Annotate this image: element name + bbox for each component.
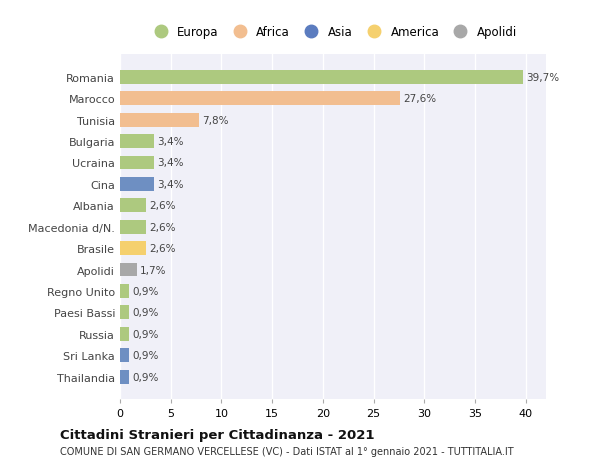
Text: COMUNE DI SAN GERMANO VERCELLESE (VC) - Dati ISTAT al 1° gennaio 2021 - TUTTITAL: COMUNE DI SAN GERMANO VERCELLESE (VC) - … xyxy=(60,447,514,456)
Bar xyxy=(120,306,129,319)
Bar xyxy=(120,156,154,170)
Bar xyxy=(120,135,154,149)
Text: 0,9%: 0,9% xyxy=(132,372,158,382)
Bar xyxy=(120,284,129,298)
Text: 7,8%: 7,8% xyxy=(202,115,229,125)
Bar xyxy=(120,178,154,191)
Text: 3,4%: 3,4% xyxy=(158,137,184,147)
Legend: Europa, Africa, Asia, America, Apolidi: Europa, Africa, Asia, America, Apolidi xyxy=(144,22,522,44)
Text: Cittadini Stranieri per Cittadinanza - 2021: Cittadini Stranieri per Cittadinanza - 2… xyxy=(60,428,374,442)
Bar xyxy=(120,263,137,277)
Text: 39,7%: 39,7% xyxy=(526,73,559,83)
Text: 2,6%: 2,6% xyxy=(149,201,176,211)
Bar xyxy=(120,241,146,256)
Bar xyxy=(120,92,400,106)
Bar xyxy=(120,199,146,213)
Bar xyxy=(120,370,129,384)
Bar xyxy=(120,71,523,84)
Bar xyxy=(120,327,129,341)
Text: 3,4%: 3,4% xyxy=(158,179,184,190)
Bar xyxy=(120,113,199,127)
Text: 3,4%: 3,4% xyxy=(158,158,184,168)
Text: 0,9%: 0,9% xyxy=(132,329,158,339)
Text: 27,6%: 27,6% xyxy=(403,94,436,104)
Text: 2,6%: 2,6% xyxy=(149,244,176,253)
Text: 1,7%: 1,7% xyxy=(140,265,167,275)
Text: 0,9%: 0,9% xyxy=(132,350,158,360)
Text: 2,6%: 2,6% xyxy=(149,222,176,232)
Text: 0,9%: 0,9% xyxy=(132,308,158,318)
Text: 0,9%: 0,9% xyxy=(132,286,158,296)
Bar xyxy=(120,220,146,234)
Bar xyxy=(120,348,129,362)
